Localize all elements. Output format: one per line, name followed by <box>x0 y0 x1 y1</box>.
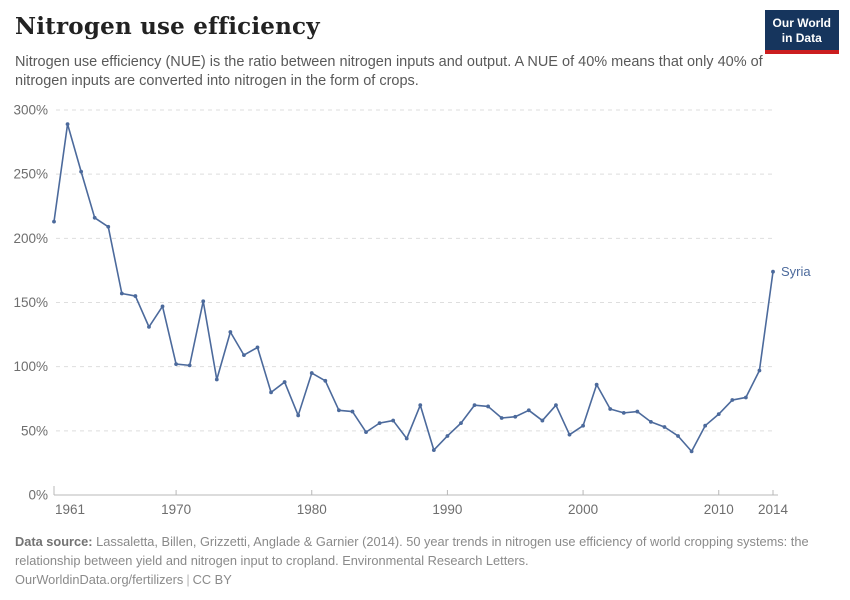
data-point[interactable] <box>309 371 314 375</box>
data-point[interactable] <box>730 398 735 402</box>
data-point[interactable] <box>255 345 260 350</box>
data-point[interactable] <box>771 269 775 274</box>
series-label-syria: Syria <box>781 264 811 279</box>
data-point[interactable] <box>567 432 572 437</box>
data-source-line: Data source: Lassaletta, Billen, Grizzet… <box>15 533 835 570</box>
x-axis-tick-label: 1980 <box>297 502 327 517</box>
series-line-syria[interactable] <box>53 123 774 453</box>
data-point[interactable] <box>147 324 151 329</box>
data-point[interactable] <box>554 403 558 408</box>
data-point[interactable] <box>52 219 56 224</box>
data-point[interactable] <box>323 378 328 383</box>
owid-logo[interactable]: Our World in Data <box>764 10 839 54</box>
data-point[interactable] <box>621 410 626 415</box>
data-point[interactable] <box>703 423 708 428</box>
data-point[interactable] <box>350 409 355 414</box>
data-point[interactable] <box>662 425 667 429</box>
y-axis-tick-label: 100% <box>13 359 48 374</box>
y-axis-tick-label: 200% <box>13 231 48 246</box>
data-point[interactable] <box>499 416 504 420</box>
data-point[interactable] <box>540 418 545 423</box>
data-point[interactable] <box>187 363 192 368</box>
data-point[interactable] <box>269 390 273 395</box>
y-axis-tick-label: 150% <box>13 295 48 310</box>
data-point[interactable] <box>486 404 491 409</box>
data-point[interactable] <box>472 403 477 408</box>
footer-separator: | <box>186 572 190 587</box>
data-point[interactable] <box>526 408 531 413</box>
chart-subtitle: Nitrogen use efficiency (NUE) is the rat… <box>15 54 763 89</box>
data-point[interactable] <box>214 377 219 382</box>
y-axis-tick-label: 250% <box>13 167 48 182</box>
data-point[interactable] <box>174 362 178 366</box>
chart-svg: 0% 50% 100% 150% 200% 250% 300% 1961 1970 1980 199… <box>13 103 811 518</box>
data-point[interactable] <box>431 448 436 452</box>
data-point[interactable] <box>757 368 762 373</box>
data-point[interactable] <box>201 299 206 304</box>
license-label: CC BY <box>192 572 232 587</box>
data-point[interactable] <box>92 215 97 220</box>
x-axis-tick-label: 1990 <box>432 502 462 517</box>
data-point[interactable] <box>404 436 409 441</box>
data-point[interactable] <box>65 122 70 127</box>
owid-logo-line1: Our World <box>772 16 831 30</box>
data-point[interactable] <box>716 412 721 417</box>
y-axis-tick-label: 50% <box>21 423 48 438</box>
data-source-text: Lassaletta, Billen, Grizzetti, Anglade &… <box>15 534 809 568</box>
data-point[interactable] <box>282 380 287 384</box>
data-point[interactable] <box>377 421 382 426</box>
y-axis-tick-label: 0% <box>28 488 48 503</box>
x-axis-tick-label: 1961 <box>55 502 85 517</box>
data-point[interactable] <box>133 294 138 298</box>
data-point[interactable] <box>608 407 613 411</box>
data-point[interactable] <box>364 430 368 435</box>
owid-logo-line2: in Data <box>781 31 822 45</box>
data-point[interactable] <box>336 408 341 413</box>
data-point[interactable] <box>242 353 246 358</box>
data-point[interactable] <box>635 409 640 414</box>
data-point[interactable] <box>296 413 301 418</box>
data-point[interactable] <box>228 330 233 334</box>
x-axis-tick-label: 2000 <box>568 502 598 517</box>
data-point[interactable] <box>418 403 423 408</box>
data-point[interactable] <box>445 434 450 438</box>
data-point[interactable] <box>160 304 165 309</box>
data-point[interactable] <box>459 421 463 426</box>
x-axis-tick-label: 2010 <box>704 502 734 517</box>
data-point[interactable] <box>676 434 680 438</box>
data-point[interactable] <box>689 449 694 454</box>
data-source-label: Data source: <box>15 534 93 549</box>
footer-links-line: OurWorldinData.org/fertilizers | CC BY <box>15 571 835 590</box>
data-point[interactable] <box>119 291 124 296</box>
data-point[interactable] <box>594 382 599 387</box>
data-point[interactable] <box>649 419 653 424</box>
data-point[interactable] <box>581 423 585 428</box>
data-point[interactable] <box>513 414 518 419</box>
chart-footer: Data source: Lassaletta, Billen, Grizzet… <box>15 533 835 590</box>
x-axis-tick-label: 2014 <box>758 502 789 517</box>
data-point[interactable] <box>79 169 84 174</box>
y-axis-tick-label: 300% <box>13 103 48 118</box>
data-point[interactable] <box>391 418 396 423</box>
x-axis-tick-label: 1970 <box>161 502 191 517</box>
chart-title: Nitrogen use efficiency <box>15 13 320 40</box>
data-point[interactable] <box>106 224 111 229</box>
data-point[interactable] <box>743 395 748 400</box>
owid-url-link[interactable]: OurWorldinData.org/fertilizers <box>15 572 184 587</box>
